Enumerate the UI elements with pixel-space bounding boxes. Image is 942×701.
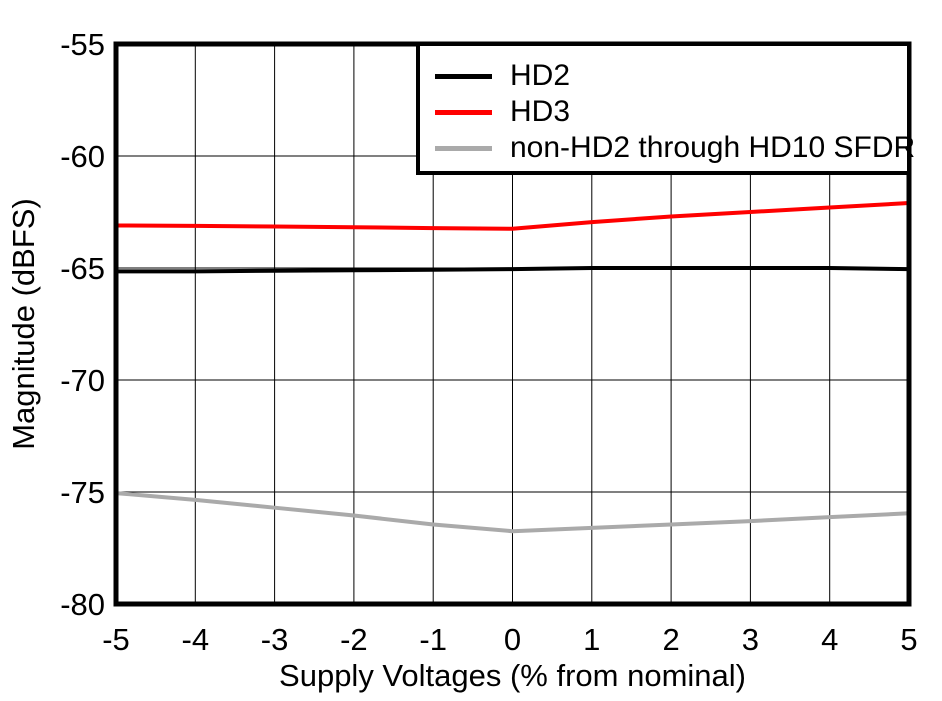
y-axis-title: Magnitude (dBFS) bbox=[6, 198, 41, 450]
legend-swatch-sfdr bbox=[435, 145, 492, 151]
series-line-non-hd2-through-hd10-sfdr bbox=[115, 491, 910, 534]
legend-box: HD2 HD3 non-HD2 through HD10 SFDR bbox=[416, 42, 915, 175]
x-tick-label-2: 2 bbox=[662, 622, 679, 657]
y-tick-label--70: -70 bbox=[60, 363, 105, 398]
series-line-hd3 bbox=[115, 201, 910, 231]
legend-swatch-hd2 bbox=[435, 73, 492, 79]
legend-entry-hd3: HD3 bbox=[435, 94, 907, 130]
y-tick-label--65: -65 bbox=[60, 251, 105, 286]
y-tick-label--60: -60 bbox=[60, 139, 105, 174]
x-tick-label-1: 1 bbox=[583, 622, 600, 657]
x-tick-label-3: 3 bbox=[742, 622, 759, 657]
series-layer bbox=[115, 201, 910, 534]
x-tick-label--5: -5 bbox=[102, 622, 130, 657]
x-tick-label--1: -1 bbox=[419, 622, 447, 657]
y-tick-label--80: -80 bbox=[60, 587, 105, 622]
legend-entry-sfdr: non-HD2 through HD10 SFDR bbox=[435, 130, 915, 166]
legend-label-hd3: HD3 bbox=[510, 95, 571, 128]
x-axis-title: Supply Voltages (% from nominal) bbox=[279, 658, 746, 693]
series-line-hd2 bbox=[116, 266, 910, 274]
legend-label-hd2: HD2 bbox=[510, 59, 571, 92]
y-tick-label--55: -55 bbox=[60, 27, 105, 62]
tick-label-layer: -5 -4 -3 -2 -1 0 1 2 3 4 5 -55 -60 -65 -70 -75 -80 bbox=[60, 27, 917, 657]
legend-swatch-hd3 bbox=[435, 109, 492, 115]
x-tick-label-0: 0 bbox=[504, 622, 521, 657]
x-tick-label--3: -3 bbox=[261, 622, 289, 657]
y-tick-label--75: -75 bbox=[60, 475, 105, 510]
legend-label-sfdr: non-HD2 through HD10 SFDR bbox=[510, 131, 916, 164]
x-tick-label-5: 5 bbox=[900, 622, 917, 657]
x-tick-label-4: 4 bbox=[821, 622, 838, 657]
legend-entry-hd2: HD2 bbox=[435, 58, 907, 94]
x-tick-label--2: -2 bbox=[340, 622, 368, 657]
x-tick-label--4: -4 bbox=[182, 622, 210, 657]
